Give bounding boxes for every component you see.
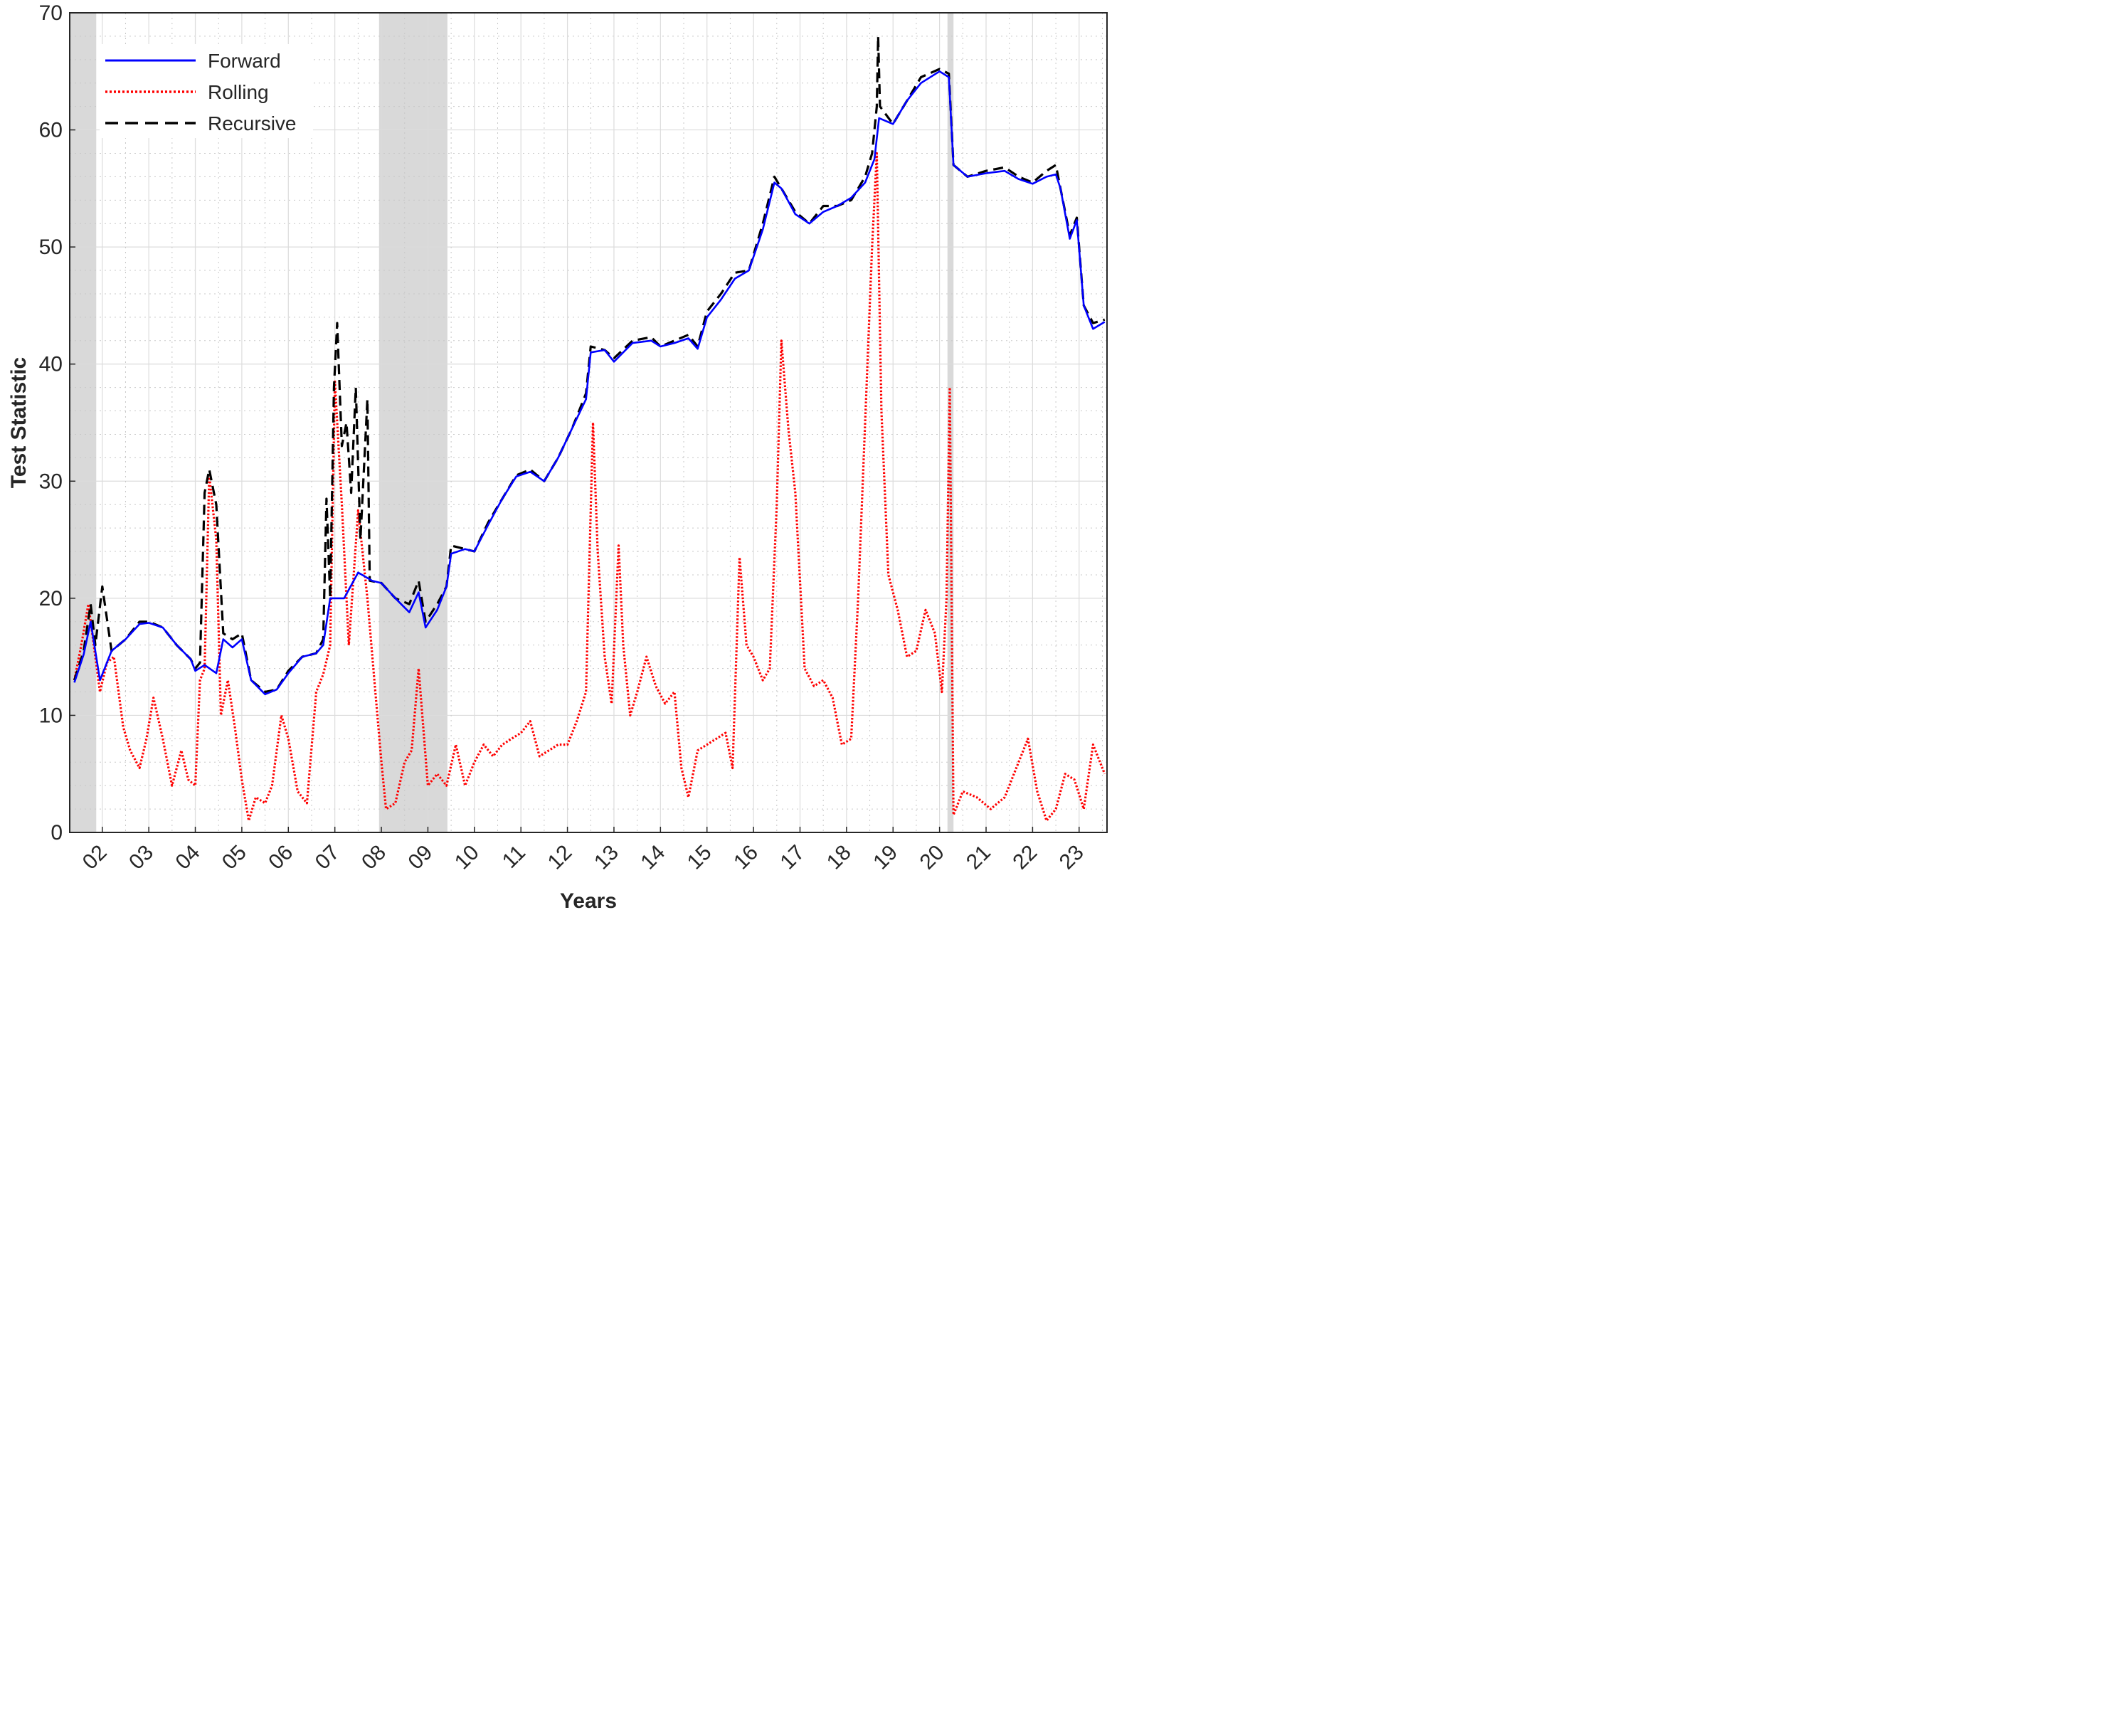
legend: Forward Rolling Recursive <box>100 44 313 138</box>
series-line-forward <box>73 70 1106 696</box>
legend-label-rolling: Rolling <box>208 81 269 103</box>
legend-label-recursive: Recursive <box>208 112 296 134</box>
series-line-rolling <box>73 152 1106 822</box>
shaded-periods <box>70 13 954 832</box>
y-tick-label: 30 <box>39 470 63 493</box>
legend-label-forward: Forward <box>208 50 281 72</box>
y-tick-label: 60 <box>39 119 63 142</box>
shaded-period-2 <box>947 13 954 832</box>
y-tick-label: 0 <box>51 821 63 845</box>
shaded-period-0 <box>70 13 97 832</box>
series-layer <box>73 35 1106 822</box>
legend-items: Forward Rolling Recursive <box>105 50 296 134</box>
x-axis-title: Years <box>560 889 617 913</box>
y-tick-label: 70 <box>39 1 63 25</box>
series-line-recursive <box>73 35 1106 694</box>
chart-root: 0 10 20 30 40 50 60 70 02 03 04 05 06 07 08 09 10 11 12 13 1… <box>0 0 1116 916</box>
shaded-period-1 <box>378 13 448 832</box>
y-tick-label: 10 <box>39 704 63 727</box>
y-tick-label: 40 <box>39 353 63 376</box>
y-tick-label: 50 <box>39 235 63 259</box>
y-tick-label: 20 <box>39 587 63 610</box>
y-axis-title: Test Statistic <box>7 357 31 489</box>
plot-frame <box>69 12 1108 833</box>
